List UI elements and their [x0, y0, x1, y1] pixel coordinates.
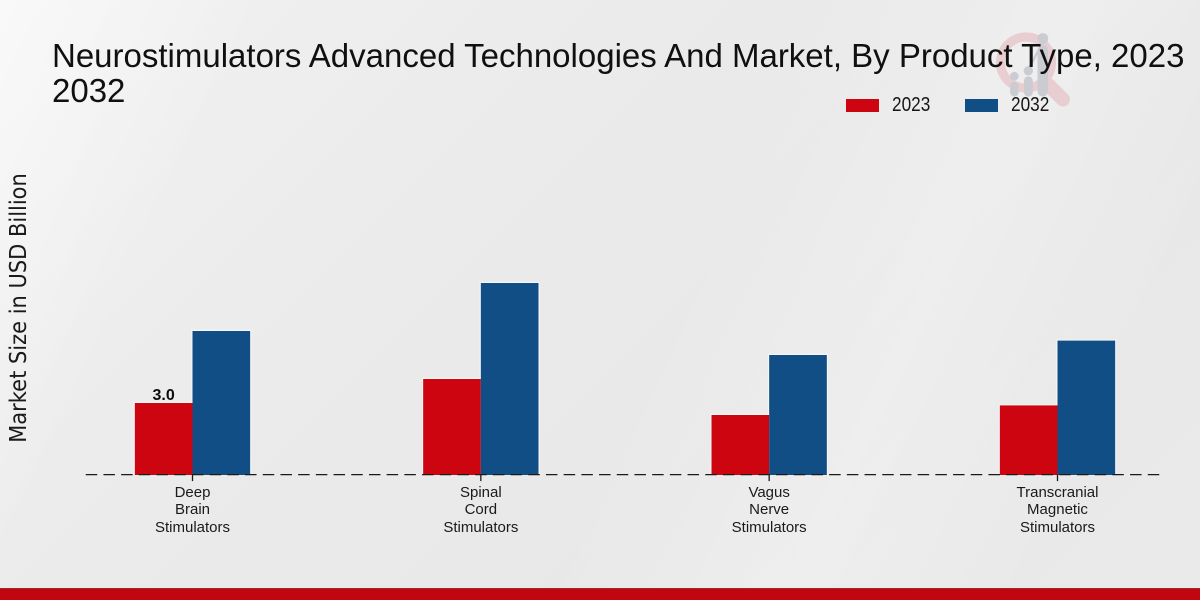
- bar-2023-1: [423, 379, 481, 475]
- legend-swatch-2023: [845, 98, 879, 113]
- watermark-figure-head-1: [1010, 71, 1019, 81]
- bars-group: [133, 281, 1117, 475]
- legend-swatch-2032: [964, 98, 998, 113]
- bar-2023-0: [134, 403, 193, 475]
- bar-2023-2: [711, 415, 770, 475]
- bar-2032-2: [769, 355, 827, 475]
- legend-label-2023: 2023: [892, 94, 931, 116]
- watermark-handle: [1041, 78, 1070, 107]
- watermark-figure-head-3: [1037, 33, 1049, 44]
- category-label-vagus-nerve-stimulators: Vagus Nerve Stimulators: [731, 483, 807, 536]
- chart-title: Neurostimulators Advanced Technologies A…: [52, 37, 1185, 109]
- footer-accent-band: [0, 588, 1200, 600]
- category-label-transcranial-magnetic-stimulators: Transcranial Magnetic Stimulators: [1016, 483, 1099, 536]
- watermark-figure-body-2: [1023, 76, 1033, 97]
- bar-2032-3: [1057, 340, 1116, 475]
- category-label-deep-brain-stimulators: Deep Brain Stimulators: [154, 483, 231, 536]
- bar-2032-1: [480, 283, 539, 475]
- bar-value-label: 3.0: [152, 386, 175, 404]
- category-label-spinal-cord-stimulators: Spinal Cord Stimulators: [443, 483, 519, 536]
- watermark-figure-body-3: [1037, 45, 1048, 97]
- legend-label-2032: 2032: [1011, 94, 1050, 116]
- x-axis-ticks: [191, 474, 1059, 482]
- watermark-figure-head-2: [1023, 66, 1033, 76]
- watermark-figure-body-1: [1010, 81, 1019, 97]
- bar-2023-3: [999, 405, 1058, 475]
- bar-2032-0: [192, 331, 251, 475]
